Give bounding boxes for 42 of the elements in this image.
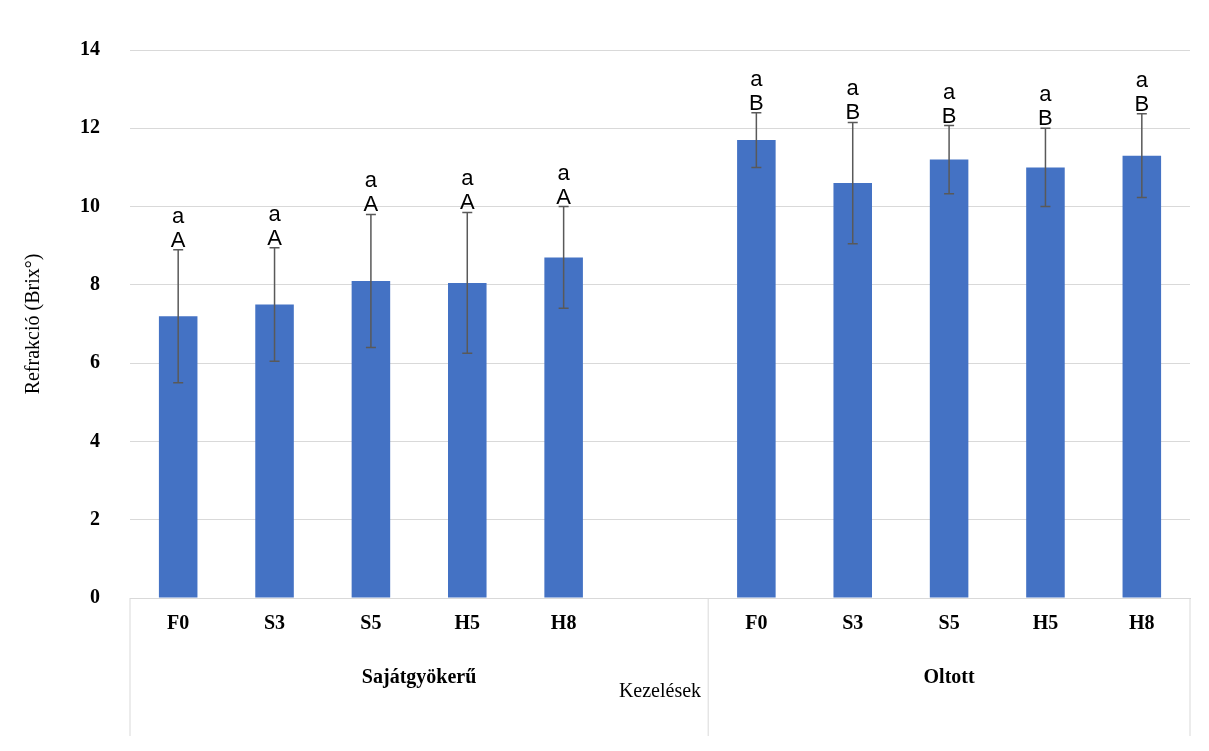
x-tick-label: H8 xyxy=(550,611,577,634)
data-label: a B xyxy=(749,65,764,115)
y-tick-label: 6 xyxy=(90,350,100,373)
data-label: a A xyxy=(459,165,475,215)
y-tick-label: 2 xyxy=(90,506,100,529)
y-tick-label: 8 xyxy=(90,272,100,295)
x-tick-label: H8 xyxy=(1129,611,1155,634)
text: Oltott xyxy=(923,665,975,688)
x-tick-label: F0 xyxy=(745,611,768,634)
bar xyxy=(1026,167,1065,598)
data-label: a B xyxy=(1134,66,1150,116)
data-label: a A xyxy=(556,159,572,209)
y-axis-title: Refrakció (Brix°) xyxy=(21,253,45,395)
bar xyxy=(448,282,487,598)
data-label: a A xyxy=(363,167,379,217)
y-tick-label: 0 xyxy=(90,585,100,608)
x-tick-label: S3 xyxy=(263,611,286,634)
bar xyxy=(1122,155,1162,598)
x-axis-title: Kezelések xyxy=(618,679,702,702)
data-label: a A xyxy=(267,200,283,250)
bar xyxy=(544,257,583,598)
text: Sajátgyökerű xyxy=(361,665,477,689)
y-tick-label: 10 xyxy=(80,193,100,216)
x-tick-label: S3 xyxy=(842,611,864,634)
x-tick-label: S5 xyxy=(360,611,382,634)
data-label: a B xyxy=(845,75,861,125)
y-tick-label: 14 xyxy=(80,37,100,60)
data-label: a B xyxy=(941,78,957,128)
bar xyxy=(929,159,969,598)
data-label: a B xyxy=(1038,81,1053,131)
y-tick-label: 12 xyxy=(80,115,100,138)
x-tick-label: F0 xyxy=(167,611,190,634)
x-tick-label: H5 xyxy=(454,611,481,634)
x-tick-label: H5 xyxy=(1032,611,1059,634)
bar xyxy=(158,316,198,598)
bar xyxy=(255,304,294,598)
x-tick-label: S5 xyxy=(938,611,960,634)
bar xyxy=(737,140,776,598)
data-label: a A xyxy=(170,202,186,252)
bar xyxy=(833,183,872,598)
y-tick-label: 4 xyxy=(90,428,100,451)
bar xyxy=(351,280,391,598)
